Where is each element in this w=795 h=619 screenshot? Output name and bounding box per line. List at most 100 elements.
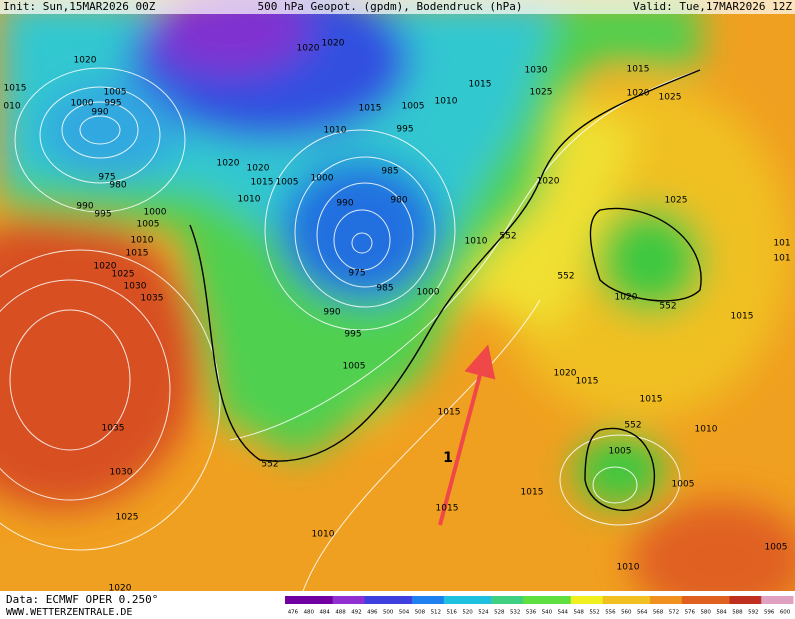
footer-data: Data: ECMWF OPER 0.250°	[6, 593, 158, 606]
isobar-label: 1005	[672, 480, 695, 490]
colorbar-swatch	[554, 596, 572, 604]
isobar-label: 552	[659, 302, 676, 312]
footer-site: WWW.WETTERZENTRALE.DE	[6, 607, 132, 618]
isobar-label: 1010	[695, 425, 718, 435]
isobar-label: 1015	[359, 104, 382, 114]
isobar-label: 1020	[615, 293, 638, 303]
isobar-label: 1025	[659, 93, 682, 103]
colorbar-label: 592	[748, 610, 759, 616]
isobar-label: 101	[773, 239, 790, 249]
colorbar-swatch	[634, 596, 651, 604]
colorbar-label: 484	[319, 610, 330, 616]
isobar-label: 1015	[436, 504, 459, 514]
isobar-label: 975	[348, 269, 365, 279]
isobar-label: 1020	[537, 177, 560, 187]
isobar-label: 1000	[417, 288, 440, 298]
isobar-label: 1020	[297, 44, 320, 54]
isobar-label: 990	[91, 108, 108, 118]
colorbar-swatch	[348, 596, 365, 604]
colorbar-swatch	[507, 596, 524, 604]
colorbar-swatch	[602, 596, 619, 604]
colorbar-swatch	[427, 596, 445, 604]
colorbar-label: 524	[478, 610, 489, 616]
isobar-label: 990	[336, 199, 353, 209]
isobar-label: 985	[381, 167, 398, 177]
colorbar-label: 552	[589, 610, 600, 616]
arrow-label: 1	[443, 450, 453, 466]
colorbar-label: 588	[732, 610, 743, 616]
colorbar-label: 520	[462, 610, 473, 616]
colorbar-label: 544	[558, 610, 569, 616]
isobar-label: 975	[98, 173, 115, 183]
isobar-label: 552	[499, 232, 516, 242]
isobar-label: 1000	[71, 99, 94, 109]
isobar-label: 1005	[765, 543, 788, 553]
isobar-label: 995	[396, 125, 413, 135]
colorbar-swatch	[443, 596, 461, 604]
colorbar-swatch	[285, 596, 302, 604]
isobar-label: 1015	[731, 312, 754, 322]
isobar-label: 1010	[312, 530, 335, 540]
colorbar-label: 504	[399, 610, 410, 616]
isobar-label: 1010	[465, 237, 488, 247]
isobar-label: 1000	[311, 174, 334, 184]
colorbar-label: 512	[431, 610, 442, 616]
isobar-label: 552	[557, 272, 574, 282]
colorbar-label: 476	[288, 610, 299, 616]
colorbar-label: 548	[573, 610, 584, 616]
colorbar-swatch	[570, 596, 588, 604]
isobar-label: 995	[104, 99, 121, 109]
isobars	[0, 67, 701, 591]
isobar-label: 010	[3, 102, 20, 112]
colorbar-label: 556	[605, 610, 616, 616]
isobar-label: 1020	[247, 164, 270, 174]
colorbar-swatch	[491, 596, 508, 604]
isobar-label: 1005	[402, 102, 425, 112]
colorbar-label: 492	[351, 610, 362, 616]
isobar-label: 1020	[554, 369, 577, 379]
isobar-label: 1000	[144, 208, 167, 218]
colorbar-swatch	[713, 596, 730, 604]
colorbar-label: 500	[383, 610, 394, 616]
colorbar-label: 488	[335, 610, 346, 616]
isobar-label: 1010	[324, 126, 347, 136]
colorbar-swatch	[729, 596, 746, 604]
colorbar-swatch	[300, 596, 318, 604]
isobar-label: 1015	[4, 84, 27, 94]
colorbar-label: 528	[494, 610, 505, 616]
colorbar-label: 516	[446, 610, 457, 616]
colorbar-label: 532	[510, 610, 521, 616]
isobar-label: 1025	[116, 513, 139, 523]
colorbar-label: 496	[367, 610, 378, 616]
colorbar-swatch	[618, 596, 635, 604]
colorbar-swatch	[586, 596, 603, 604]
colorbar-swatch	[364, 596, 381, 604]
isobar-label: 995	[344, 330, 361, 340]
colorbar-label: 560	[621, 610, 632, 616]
colorbar-label: 508	[415, 610, 426, 616]
colorbar-swatch	[666, 596, 683, 604]
isobar-label: 1015	[469, 80, 492, 90]
colorbar-swatch	[539, 596, 556, 604]
isobar-label: 1010	[435, 97, 458, 107]
isobar-label: 552	[624, 421, 641, 431]
isobar-label: 1015	[627, 65, 650, 75]
isobar-label: 1015	[251, 178, 274, 188]
contour-552	[189, 69, 702, 511]
colorbar: 476 480 484 488 492 496 500 504 508 512 516 520 524 5…	[285, 596, 794, 616]
title: 500 hPa Geopot. (gpdm), Bodendruck (hPa)	[258, 0, 523, 13]
isobar-label: 101	[773, 254, 790, 264]
valid-text: Valid: Tue,17MAR2026 12Z	[633, 0, 792, 13]
isobar-label: 1005	[137, 220, 160, 230]
colorbar-label: 596	[764, 610, 775, 616]
isobar-label: 990	[76, 202, 93, 212]
isobar-label: 1015	[438, 408, 461, 418]
isobar-label: 1035	[102, 424, 125, 434]
isobar-label: 1020	[627, 89, 650, 99]
isobar-label: 1010	[131, 236, 154, 246]
isobar-label: 1020	[217, 159, 240, 169]
colorbar-swatch	[316, 596, 334, 604]
isobar-label: 990	[323, 308, 340, 318]
